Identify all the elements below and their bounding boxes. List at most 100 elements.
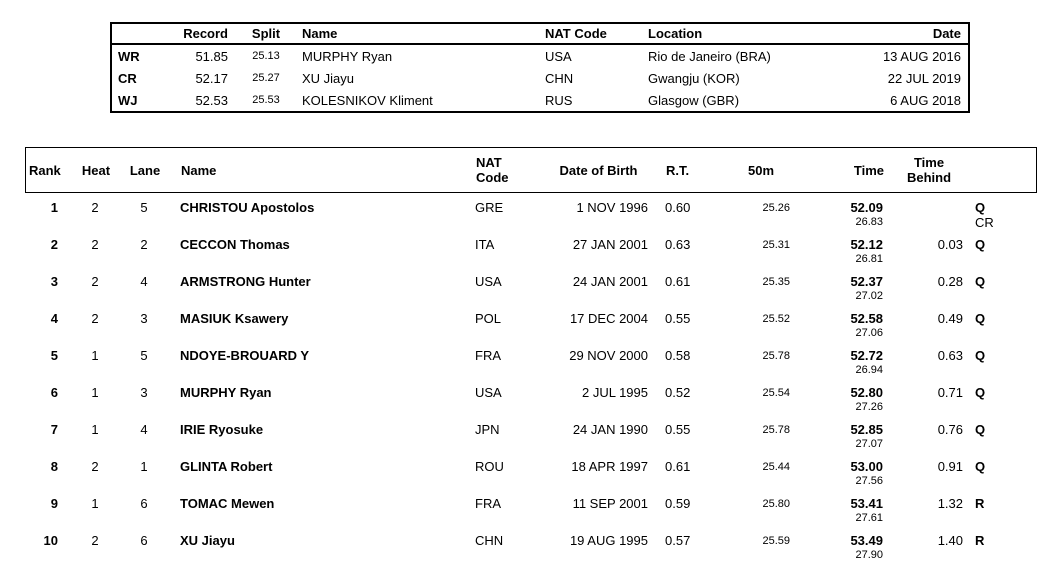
record-split-cell: 25.53 xyxy=(252,94,280,106)
50m-split-cell: 25.59 xyxy=(762,535,790,547)
date-of-birth-cell: 17 DEC 2004 xyxy=(569,311,648,326)
rank-cell: 9 xyxy=(50,496,58,511)
second-50-split: 27.90 xyxy=(855,549,883,561)
record-split-cell: 25.13 xyxy=(252,50,280,62)
qualification-cell: R xyxy=(968,533,1037,549)
rank-cell: 6 xyxy=(50,385,58,400)
record-nat-code-cell: USA xyxy=(545,48,572,64)
time-behind-cell: 0.28 xyxy=(937,274,963,289)
record-nat-code-cell: RUS xyxy=(545,92,573,108)
time-behind-cell: 1.40 xyxy=(937,533,963,548)
reaction-time-cell: 0.59 xyxy=(665,496,691,511)
results-header-time: Time xyxy=(853,162,884,178)
name-cell: NDOYE-BROUARD Y xyxy=(180,348,310,363)
result-row: 3 2 4 ARMSTRONG Hunter USA 24 JAN 2001 0… xyxy=(25,274,1037,311)
50m-split-cell: 25.78 xyxy=(762,350,790,362)
reaction-time-cell: 0.60 xyxy=(665,200,691,215)
second-50-split: 26.83 xyxy=(855,216,883,228)
final-time: 52.80 xyxy=(850,385,883,400)
time-behind-cell: 0.03 xyxy=(937,237,963,252)
record-location-cell: Rio de Janeiro (BRA) xyxy=(648,48,771,64)
reaction-time-cell: 0.61 xyxy=(665,274,691,289)
time-behind-cell: 0.49 xyxy=(937,311,963,326)
time-cell: 52.85 27.07 xyxy=(795,422,888,451)
lane-cell: 5 xyxy=(140,348,148,363)
time-cell: 53.00 27.56 xyxy=(795,459,888,488)
qualification-mark: Q xyxy=(975,348,986,363)
record-time-cell: 52.17 xyxy=(195,70,228,86)
result-row: 10 2 6 XU Jiayu CHN 19 AUG 1995 0.57 25.… xyxy=(25,533,1037,565)
time-cell: 53.49 27.90 xyxy=(795,533,888,562)
lane-cell: 1 xyxy=(140,459,148,474)
record-name-cell: KOLESNIKOV Kliment xyxy=(302,92,433,108)
date-of-birth-cell: 11 SEP 2001 xyxy=(572,496,648,511)
qualification-mark: Q xyxy=(975,237,986,252)
rank-cell: 7 xyxy=(50,422,58,437)
second-50-split: 26.94 xyxy=(855,364,883,376)
qualification-cell: Q xyxy=(968,348,1037,364)
name-cell: IRIE Ryosuke xyxy=(180,422,264,437)
reaction-time-cell: 0.57 xyxy=(665,533,691,548)
final-time: 52.72 xyxy=(850,348,883,363)
records-header-name: Name xyxy=(302,26,338,41)
date-of-birth-cell: 1 NOV 1996 xyxy=(576,200,648,215)
nat-code-cell: FRA xyxy=(475,496,501,511)
qualification-mark: R xyxy=(975,496,985,511)
record-tag-cell: WJ xyxy=(118,92,138,108)
date-of-birth-cell: 2 JUL 1995 xyxy=(581,385,648,400)
lane-cell: 3 xyxy=(140,311,148,326)
record-tag-cell: WR xyxy=(118,48,140,64)
record-row: WJ 52.53 25.53 KOLESNIKOV Kliment RUS Gl… xyxy=(112,89,968,111)
nat-code-cell: ITA xyxy=(475,237,495,252)
result-row: 4 2 3 MASIUK Ksawery POL 17 DEC 2004 0.5… xyxy=(25,311,1037,348)
nat-code-cell: FRA xyxy=(475,348,501,363)
time-cell: 52.09 26.83 xyxy=(795,200,888,229)
reaction-time-cell: 0.55 xyxy=(665,311,691,326)
final-time: 52.37 xyxy=(850,274,883,289)
second-50-split: 27.26 xyxy=(855,401,883,413)
final-time: 52.85 xyxy=(850,422,883,437)
time-cell: 53.41 27.61 xyxy=(795,496,888,525)
name-cell: GLINTA Robert xyxy=(180,459,273,474)
record-split-cell: 25.27 xyxy=(252,72,280,84)
rank-cell: 4 xyxy=(50,311,58,326)
nat-code-cell: USA xyxy=(475,385,502,400)
final-time: 52.58 xyxy=(850,311,883,326)
second-50-split: 27.02 xyxy=(855,290,883,302)
results-header-lane: Lane xyxy=(129,162,161,178)
results-header-heat: Heat xyxy=(81,162,111,178)
qualification-mark: Q xyxy=(975,274,986,289)
result-row: 7 1 4 IRIE Ryosuke JPN 24 JAN 1990 0.55 … xyxy=(25,422,1037,459)
time-cell: 52.58 27.06 xyxy=(795,311,888,340)
lane-cell: 3 xyxy=(140,385,148,400)
record-location-cell: Glasgow (GBR) xyxy=(648,92,740,108)
qualification-cell: Q xyxy=(968,311,1037,327)
result-row: 6 1 3 MURPHY Ryan USA 2 JUL 1995 0.52 25… xyxy=(25,385,1037,422)
50m-split-cell: 25.78 xyxy=(762,424,790,436)
records-header-record: Record xyxy=(183,26,228,41)
result-row: 2 2 2 CECCON Thomas ITA 27 JAN 2001 0.63… xyxy=(25,237,1037,274)
time-behind-cell: 0.91 xyxy=(937,459,963,474)
qualification-mark: Q xyxy=(975,422,986,437)
reaction-time-cell: 0.58 xyxy=(665,348,691,363)
record-row: WR 51.85 25.13 MURPHY Ryan USA Rio de Ja… xyxy=(112,45,968,67)
heat-cell: 2 xyxy=(91,459,99,474)
record-name-cell: XU Jiayu xyxy=(302,70,355,86)
qualification-cell: Q xyxy=(968,422,1037,438)
qualification-cell: Q xyxy=(968,274,1037,290)
time-behind-cell: 0.71 xyxy=(937,385,963,400)
second-50-split: 27.06 xyxy=(855,327,883,339)
50m-split-cell: 25.35 xyxy=(762,276,790,288)
nat-code-cell: JPN xyxy=(475,422,500,437)
date-of-birth-cell: 18 APR 1997 xyxy=(571,459,648,474)
final-time: 53.49 xyxy=(850,533,883,548)
results-header-reaction-time: R.T. xyxy=(666,162,690,178)
final-time: 52.09 xyxy=(850,200,883,215)
reaction-time-cell: 0.52 xyxy=(665,385,691,400)
qualification-mark: Q xyxy=(975,311,986,326)
records-header-date: Date xyxy=(932,26,961,41)
results-body: 1 2 5 CHRISTOU Apostolos GRE 1 NOV 1996 … xyxy=(25,200,1037,565)
lane-cell: 2 xyxy=(140,237,148,252)
50m-split-cell: 25.44 xyxy=(762,461,790,473)
